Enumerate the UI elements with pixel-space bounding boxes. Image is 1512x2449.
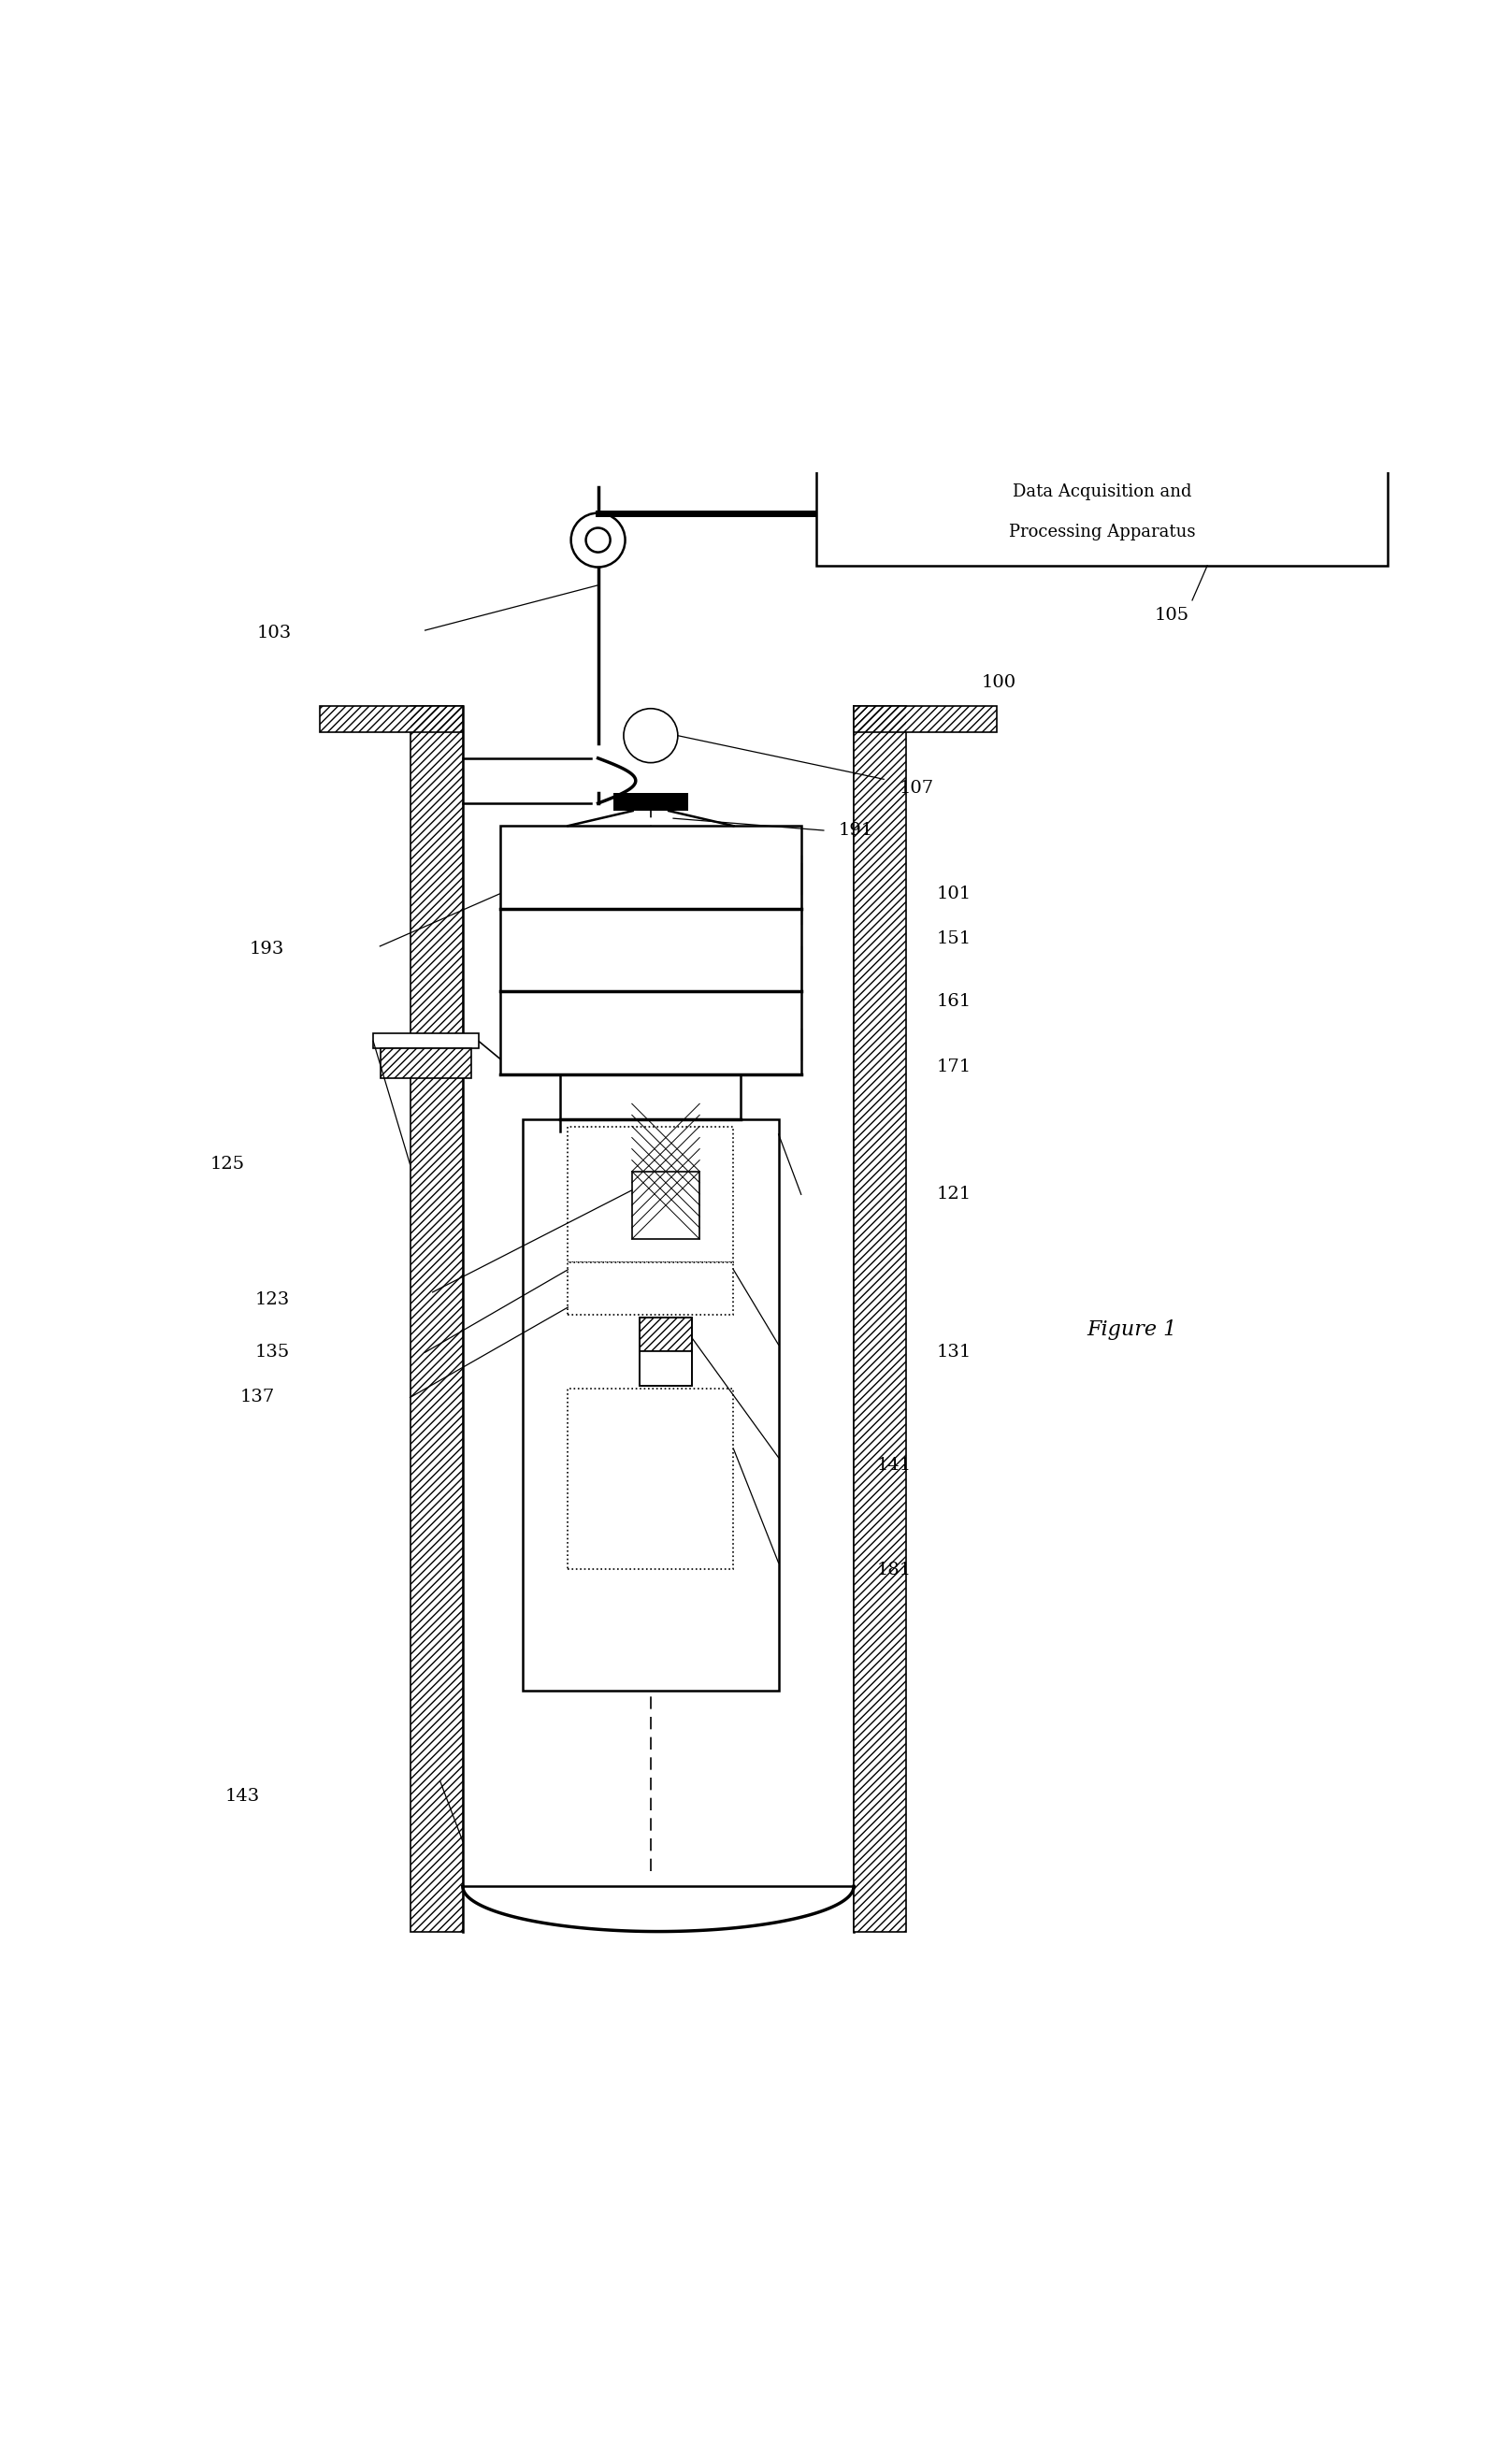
Bar xyxy=(410,705,463,1932)
Bar xyxy=(381,1048,470,1078)
Text: 193: 193 xyxy=(249,940,284,958)
Bar xyxy=(640,1318,692,1386)
Bar xyxy=(854,705,906,1932)
Text: Figure 1: Figure 1 xyxy=(1087,1320,1176,1340)
Bar xyxy=(612,793,688,811)
Bar xyxy=(640,1352,692,1386)
Text: 107: 107 xyxy=(900,779,933,796)
Bar xyxy=(854,705,996,732)
Text: 181: 181 xyxy=(877,1562,912,1580)
Bar xyxy=(632,1171,700,1239)
Bar xyxy=(319,705,463,732)
Text: 101: 101 xyxy=(936,884,971,901)
Bar xyxy=(500,825,801,909)
Text: 125: 125 xyxy=(210,1156,245,1173)
Text: 121: 121 xyxy=(936,1185,971,1202)
Text: 105: 105 xyxy=(1155,607,1190,624)
Text: 131: 131 xyxy=(936,1345,971,1362)
Bar xyxy=(854,705,996,732)
Text: Data Acquisition and: Data Acquisition and xyxy=(1013,485,1191,500)
Bar xyxy=(373,1033,478,1048)
Bar xyxy=(500,992,801,1075)
Text: 161: 161 xyxy=(936,994,971,1011)
Text: Processing Apparatus: Processing Apparatus xyxy=(1009,524,1196,541)
Text: 123: 123 xyxy=(256,1291,290,1308)
Bar xyxy=(569,1127,733,1261)
Text: 137: 137 xyxy=(240,1389,275,1406)
Bar xyxy=(816,453,1388,566)
Bar xyxy=(410,705,463,1932)
Bar xyxy=(640,1318,692,1352)
Bar xyxy=(381,1048,470,1078)
Text: 171: 171 xyxy=(936,1058,971,1075)
Text: 191: 191 xyxy=(839,823,874,840)
Text: 103: 103 xyxy=(257,624,292,642)
Text: 135: 135 xyxy=(256,1345,290,1362)
Bar xyxy=(523,1119,779,1690)
Text: 151: 151 xyxy=(936,931,971,948)
Bar xyxy=(319,705,463,732)
Bar xyxy=(640,1318,692,1352)
Text: 100: 100 xyxy=(981,673,1016,691)
Bar xyxy=(569,1261,733,1315)
Bar xyxy=(500,909,801,992)
Text: 141: 141 xyxy=(877,1457,912,1474)
Bar xyxy=(561,1075,741,1119)
Bar xyxy=(569,1389,733,1570)
Text: 143: 143 xyxy=(225,1788,260,1805)
Bar xyxy=(854,705,906,1932)
